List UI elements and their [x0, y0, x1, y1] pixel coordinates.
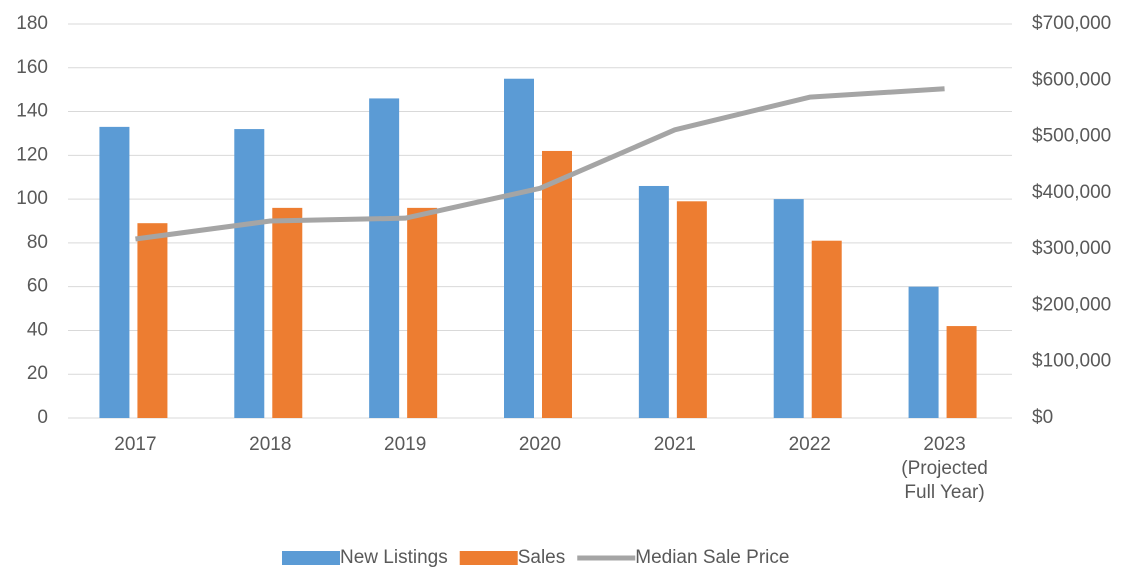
x-tick-label: 2023 (Projected Full Year) [901, 434, 988, 503]
y2-tick-label: $100,000 [1032, 351, 1111, 372]
bar [908, 286, 939, 418]
y-tick-label: 0 [37, 407, 48, 428]
y-tick-label: 20 [27, 363, 48, 384]
y2-tick-label: $700,000 [1032, 13, 1111, 34]
legend-label: Median Sale Price [635, 547, 789, 568]
bar [369, 98, 400, 418]
y2-tick-label: $500,000 [1032, 126, 1111, 147]
y2-tick-label: $400,000 [1032, 182, 1111, 203]
y-tick-label: 120 [16, 144, 48, 165]
line-series [135, 86, 945, 242]
bar [638, 185, 669, 418]
y-tick-label: 100 [16, 188, 48, 209]
legend-label: New Listings [340, 547, 448, 568]
legend-label: Sales [518, 547, 566, 568]
legend-swatch [282, 551, 340, 565]
bar [542, 150, 572, 418]
y-tick-label: 160 [16, 57, 48, 78]
x-tick-label: 2021 [653, 434, 696, 455]
bar [773, 199, 804, 418]
bar [504, 78, 534, 418]
y-tick-label: 140 [16, 101, 48, 122]
y2-tick-label: $200,000 [1032, 294, 1111, 315]
legend-swatch [459, 551, 518, 565]
x-tick-label: 2018 [249, 434, 292, 455]
bar [676, 201, 707, 418]
bar [407, 207, 438, 418]
x-tick-label: 2017 [114, 434, 157, 455]
x-tick-label: 2022 [788, 434, 831, 455]
y2-tick-label: $300,000 [1032, 238, 1111, 259]
bar [272, 207, 303, 418]
y2-tick-label: $0 [1032, 407, 1053, 428]
y-tick-label: 60 [27, 276, 48, 297]
bar [946, 326, 977, 418]
y-tick-label: 80 [27, 232, 48, 253]
bar [234, 129, 265, 419]
x-tick-label: 2020 [518, 434, 562, 455]
bar [137, 223, 168, 418]
y-tick-label: 180 [16, 13, 48, 34]
bar [811, 240, 842, 418]
y-tick-label: 40 [27, 319, 48, 340]
x-tick-label: 2019 [384, 434, 427, 455]
y2-tick-label: $600,000 [1032, 69, 1111, 90]
bar [99, 126, 130, 418]
